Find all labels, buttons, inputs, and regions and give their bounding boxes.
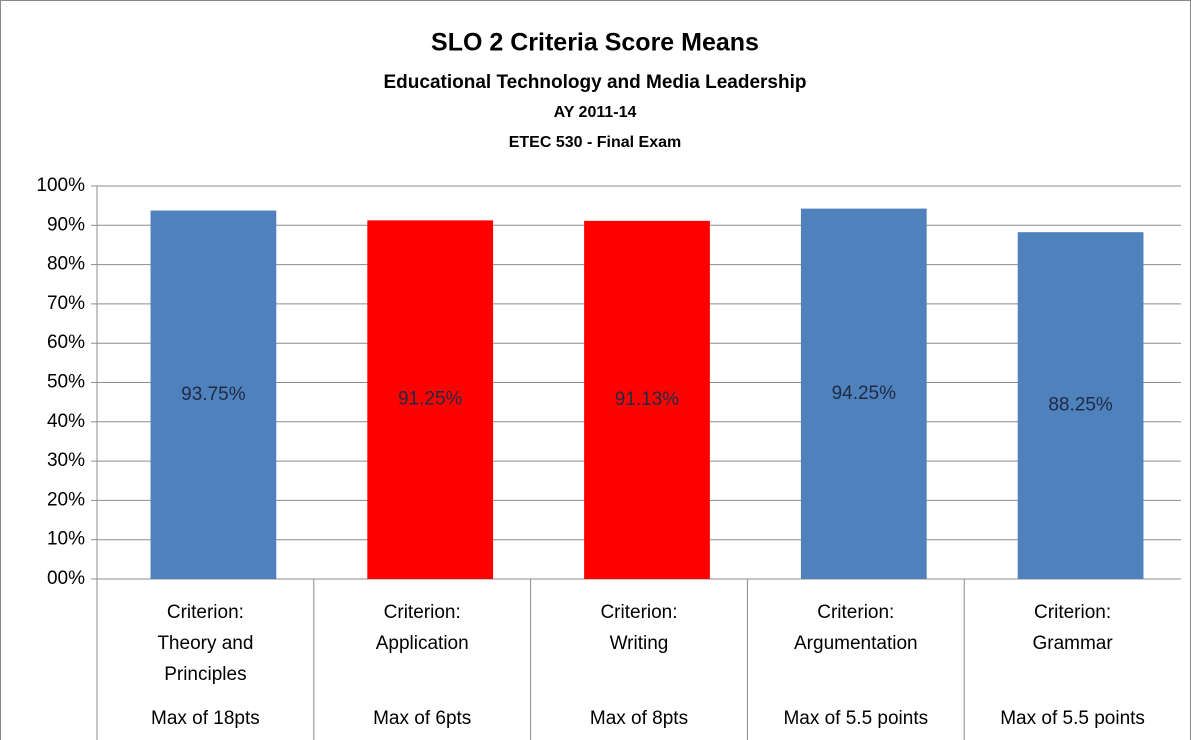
x-tick-label: Criterion: Theory and Principles xyxy=(157,602,254,685)
chart-subtitle: AY 2011-14 xyxy=(554,104,637,121)
y-tick-label: 10% xyxy=(47,529,85,550)
y-tick-label: 50% xyxy=(47,372,85,393)
y-tick-label: 00% xyxy=(47,568,85,589)
x-tick-label: Criterion: Grammar xyxy=(1032,602,1113,654)
data-label: 94.25% xyxy=(832,383,897,404)
chart-subtitle: ETEC 530 - Final Exam xyxy=(509,134,682,151)
bar xyxy=(367,220,494,579)
y-tick-label: 80% xyxy=(47,254,85,275)
x-tick-label: Criterion: Application xyxy=(375,602,469,654)
x-tick-label: Criterion: Writing xyxy=(600,602,678,654)
bar xyxy=(150,210,277,579)
x-tick-sublabel: Max of 8pts xyxy=(589,708,689,729)
y-tick-label: 90% xyxy=(47,214,85,235)
data-label: 88.25% xyxy=(1048,395,1113,416)
x-tick-label: Criterion: Argumentation xyxy=(794,602,918,654)
data-label: 91.25% xyxy=(398,389,463,410)
data-label: 93.75% xyxy=(181,384,246,405)
y-tick-label: 20% xyxy=(47,489,85,510)
y-tick-label: 60% xyxy=(47,332,85,353)
y-tick-label: 70% xyxy=(47,293,85,314)
x-tick-sublabel: Max of 6pts xyxy=(373,708,472,729)
x-tick-sublabel: Max of 5.5 points xyxy=(783,708,929,729)
data-label: 91.13% xyxy=(615,389,680,410)
y-tick-label: 100% xyxy=(36,175,85,196)
y-tick-label: 40% xyxy=(47,411,85,432)
bar xyxy=(1017,232,1144,580)
chart-subtitle: Educational Technology and Media Leaders… xyxy=(384,72,807,93)
x-tick-sublabel: Max of 18pts xyxy=(151,708,260,729)
y-tick-label: 30% xyxy=(47,450,85,471)
x-tick-sublabel: Max of 5.5 points xyxy=(1000,708,1145,729)
bar xyxy=(584,220,710,579)
chart-title: SLO 2 Criteria Score Means xyxy=(431,29,759,57)
bar xyxy=(800,208,927,579)
